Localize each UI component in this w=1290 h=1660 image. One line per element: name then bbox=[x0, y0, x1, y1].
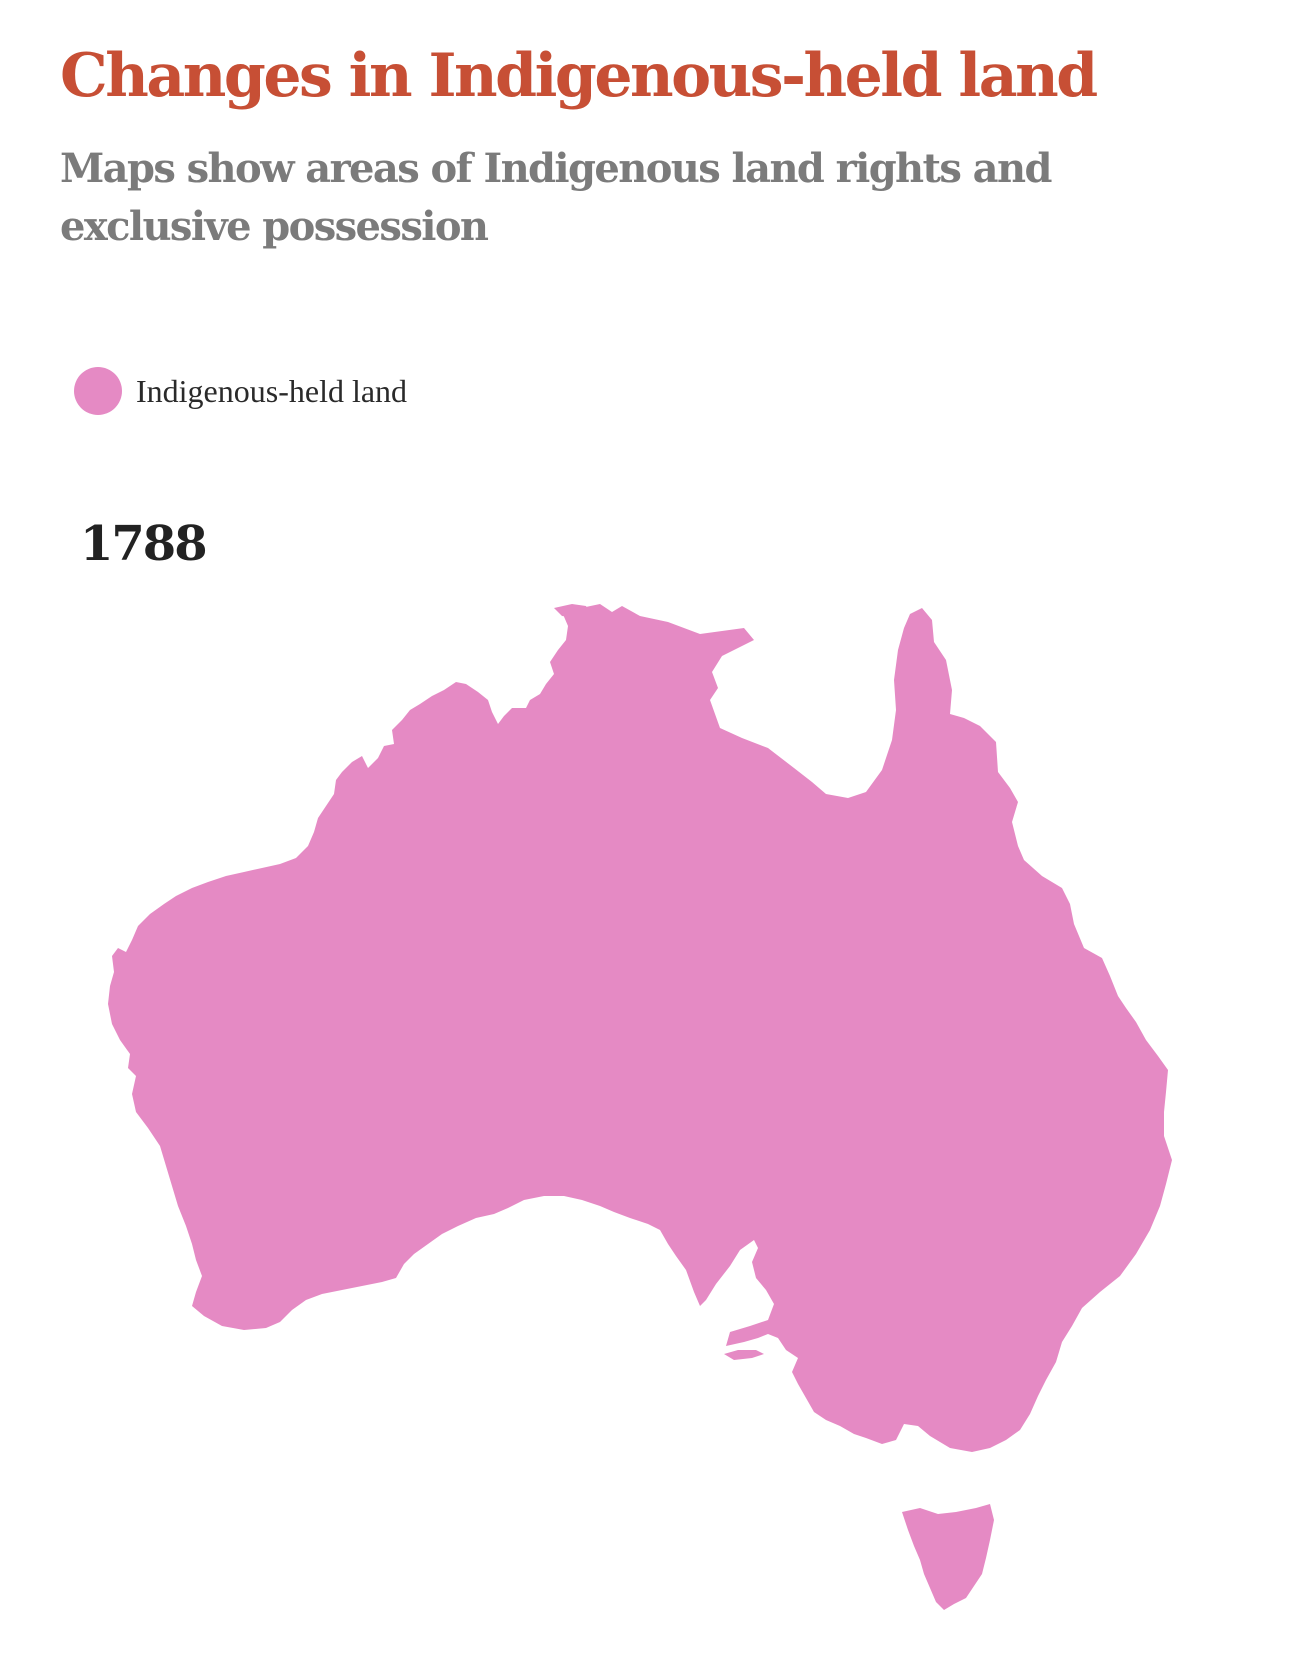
map-region-kangaroo-island bbox=[724, 1350, 764, 1360]
graphic-title: Changes in Indigenous-held land bbox=[60, 41, 1098, 111]
map-year-label: 1788 bbox=[80, 516, 208, 572]
map-region-tasmania bbox=[902, 1504, 994, 1610]
legend: Indigenous-held land bbox=[74, 366, 407, 416]
map-region-melville-island bbox=[554, 604, 590, 618]
graphic-subtitle: Maps show areas of Indigenous land right… bbox=[60, 145, 1052, 250]
legend-label: Indigenous-held land bbox=[136, 372, 408, 409]
legend-swatch-indigenous-held bbox=[74, 367, 122, 415]
map-region-mainland bbox=[108, 604, 1172, 1452]
